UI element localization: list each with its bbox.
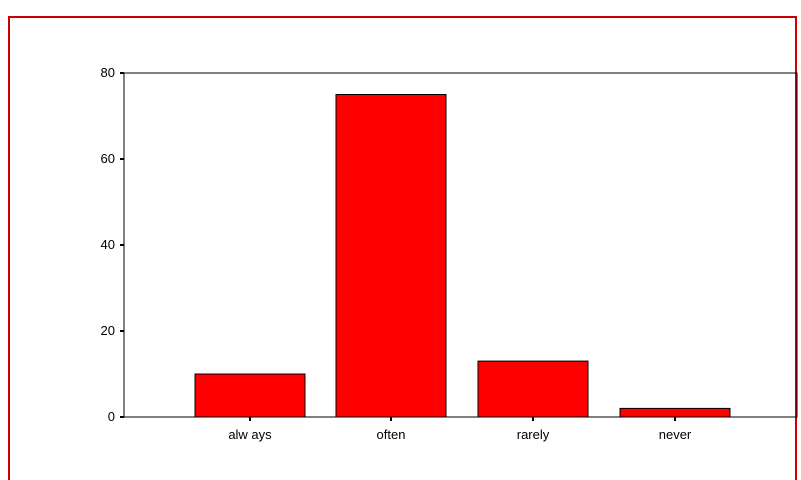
y-tick-label: 40 (101, 237, 115, 252)
chart-frame (8, 16, 797, 480)
x-tick-label: often (377, 427, 406, 442)
y-axis: 0 20 40 60 80 (101, 65, 124, 424)
x-tick-label: never (659, 427, 692, 442)
x-tick-label: rarely (517, 427, 550, 442)
bars (194, 94, 731, 418)
plot-border (123, 72, 798, 418)
y-tick-label: 0 (108, 409, 115, 424)
bar-always (194, 373, 306, 418)
bar-rarely (477, 360, 589, 418)
y-tick-label: 80 (101, 65, 115, 80)
bar-never (619, 407, 731, 418)
x-tick-label: alw ays (228, 427, 272, 442)
plot-area (123, 72, 798, 418)
x-axis: alw ays often rarely never (228, 417, 692, 442)
y-tick-label: 60 (101, 151, 115, 166)
y-tick-label: 20 (101, 323, 115, 338)
bar-often (335, 94, 447, 418)
